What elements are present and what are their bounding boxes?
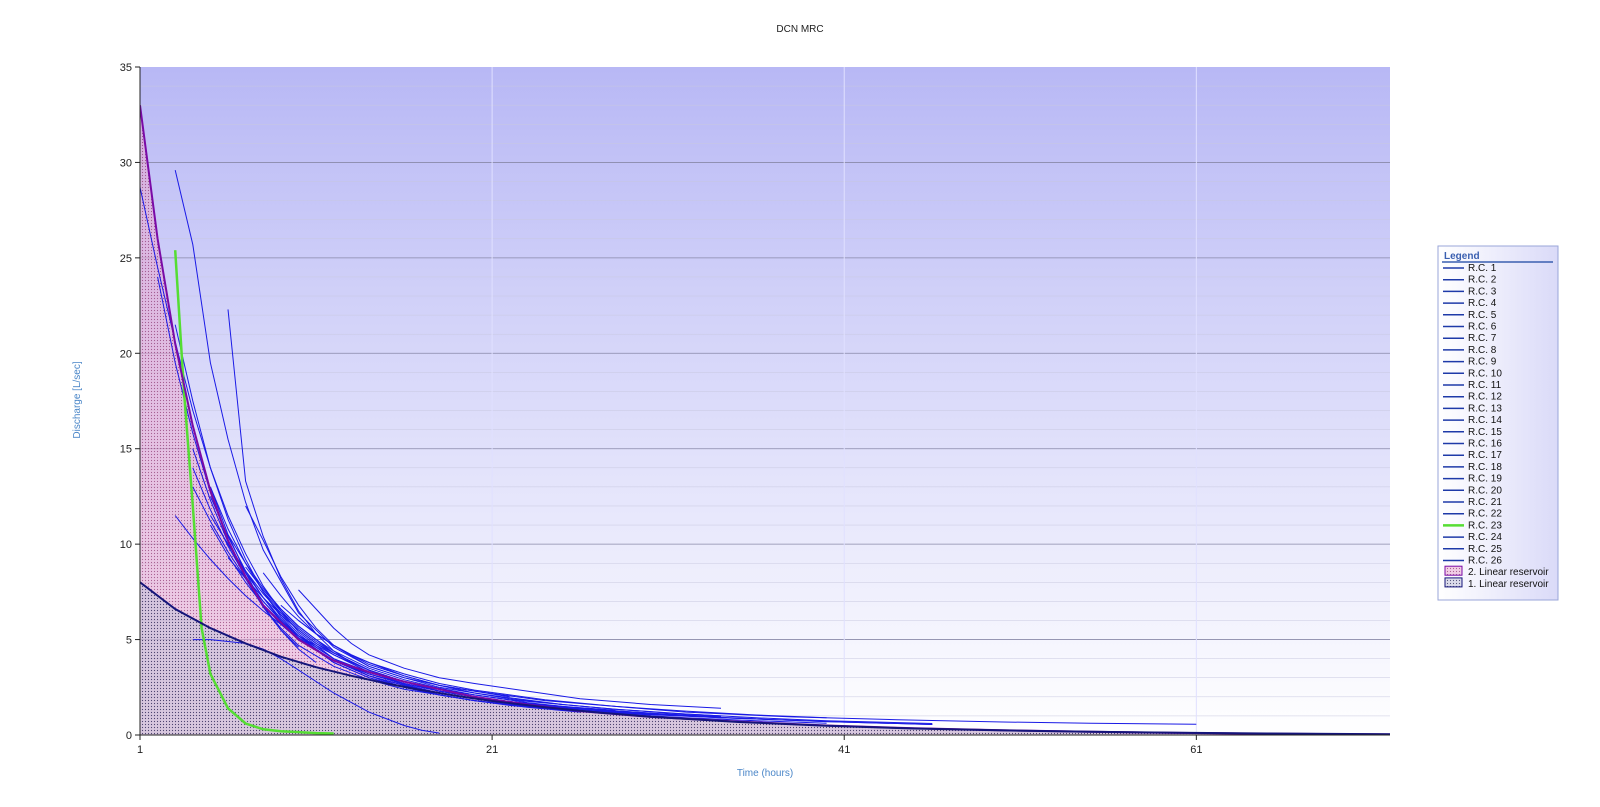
legend-label: R.C. 18 — [1468, 462, 1502, 473]
legend: Legend R.C. 1R.C. 2R.C. 3R.C. 4R.C. 5R.C… — [1437, 245, 1559, 601]
legend-label: R.C. 19 — [1468, 474, 1502, 485]
legend-label: R.C. 22 — [1468, 509, 1502, 520]
legend-label: R.C. 24 — [1468, 532, 1502, 543]
plot-background — [140, 67, 1390, 735]
reservoir-lines — [140, 105, 1390, 735]
legend-label: R.C. 4 — [1468, 298, 1497, 309]
y-tick-label: 25 — [120, 253, 132, 265]
legend-label: R.C. 15 — [1468, 427, 1502, 438]
y-tick-label: 35 — [120, 62, 132, 74]
x-axis-title: Time (hours) — [737, 768, 793, 779]
series-line-rc-14 — [209, 515, 475, 698]
y-tick-label: 5 — [126, 635, 132, 647]
x-tick-label: 21 — [486, 744, 498, 756]
y-tick-label: 0 — [126, 730, 132, 742]
series-line-rc-23 — [173, 250, 334, 735]
legend-label: R.C. 20 — [1468, 485, 1502, 496]
series-line-rc-25 — [209, 486, 581, 713]
x-tick-label: 41 — [838, 744, 850, 756]
axis-ticks: 0 5 10 15 20 25 30 35 1 21 41 61 — [120, 62, 1203, 756]
legend-label: R.C. 17 — [1468, 450, 1502, 461]
grid — [140, 67, 1390, 735]
legend-label: R.C. 11 — [1468, 380, 1502, 391]
reservoir-1-line — [140, 581, 1390, 735]
x-tick-label: 1 — [137, 744, 143, 756]
legend-items: R.C. 1R.C. 2R.C. 3R.C. 4R.C. 5R.C. 6R.C.… — [1443, 263, 1549, 590]
legend-label: R.C. 12 — [1468, 392, 1502, 403]
y-tick-label: 30 — [120, 157, 132, 169]
series-lines — [140, 169, 1197, 735]
legend-label: R.C. 5 — [1468, 310, 1497, 321]
legend-label: R.C. 14 — [1468, 415, 1502, 426]
legend-label: R.C. 2 — [1468, 275, 1497, 286]
y-tick-label: 20 — [120, 348, 132, 360]
legend-label: R.C. 21 — [1468, 497, 1502, 508]
legend-label: R.C. 9 — [1468, 357, 1497, 368]
series-line-rc-18 — [298, 620, 933, 724]
legend-label: R.C. 26 — [1468, 556, 1502, 567]
legend-box — [1437, 245, 1559, 601]
legend-label: R.C. 25 — [1468, 544, 1502, 555]
legend-label: R.C. 7 — [1468, 333, 1497, 344]
y-axis-title: Discharge [L/sec] — [72, 361, 83, 438]
legend-label: R.C. 1 — [1468, 263, 1497, 274]
series-line-rc-8 — [262, 572, 1197, 725]
series-line-rc-24 — [192, 639, 440, 734]
legend-label: 1. Linear reservoir — [1468, 579, 1549, 590]
series-line-rc-4 — [227, 309, 352, 663]
y-tick-label: 15 — [120, 444, 132, 456]
legend-swatch — [1444, 565, 1463, 576]
legend-label: R.C. 10 — [1468, 368, 1502, 379]
legend-title: Legend — [1444, 251, 1480, 262]
legend-swatch — [1444, 577, 1463, 588]
y-tick-label: 10 — [120, 539, 132, 551]
legend-label: R.C. 13 — [1468, 403, 1502, 414]
legend-label: R.C. 23 — [1468, 520, 1502, 531]
x-tick-label: 61 — [1190, 744, 1202, 756]
legend-label: R.C. 16 — [1468, 439, 1502, 450]
legend-label: R.C. 6 — [1468, 322, 1497, 333]
legend-label: R.C. 8 — [1468, 345, 1497, 356]
legend-label: R.C. 3 — [1468, 286, 1497, 297]
series-line-rc-5 — [298, 589, 722, 709]
legend-label: 2. Linear reservoir — [1468, 567, 1549, 578]
chart-title: DCN MRC — [776, 24, 823, 35]
